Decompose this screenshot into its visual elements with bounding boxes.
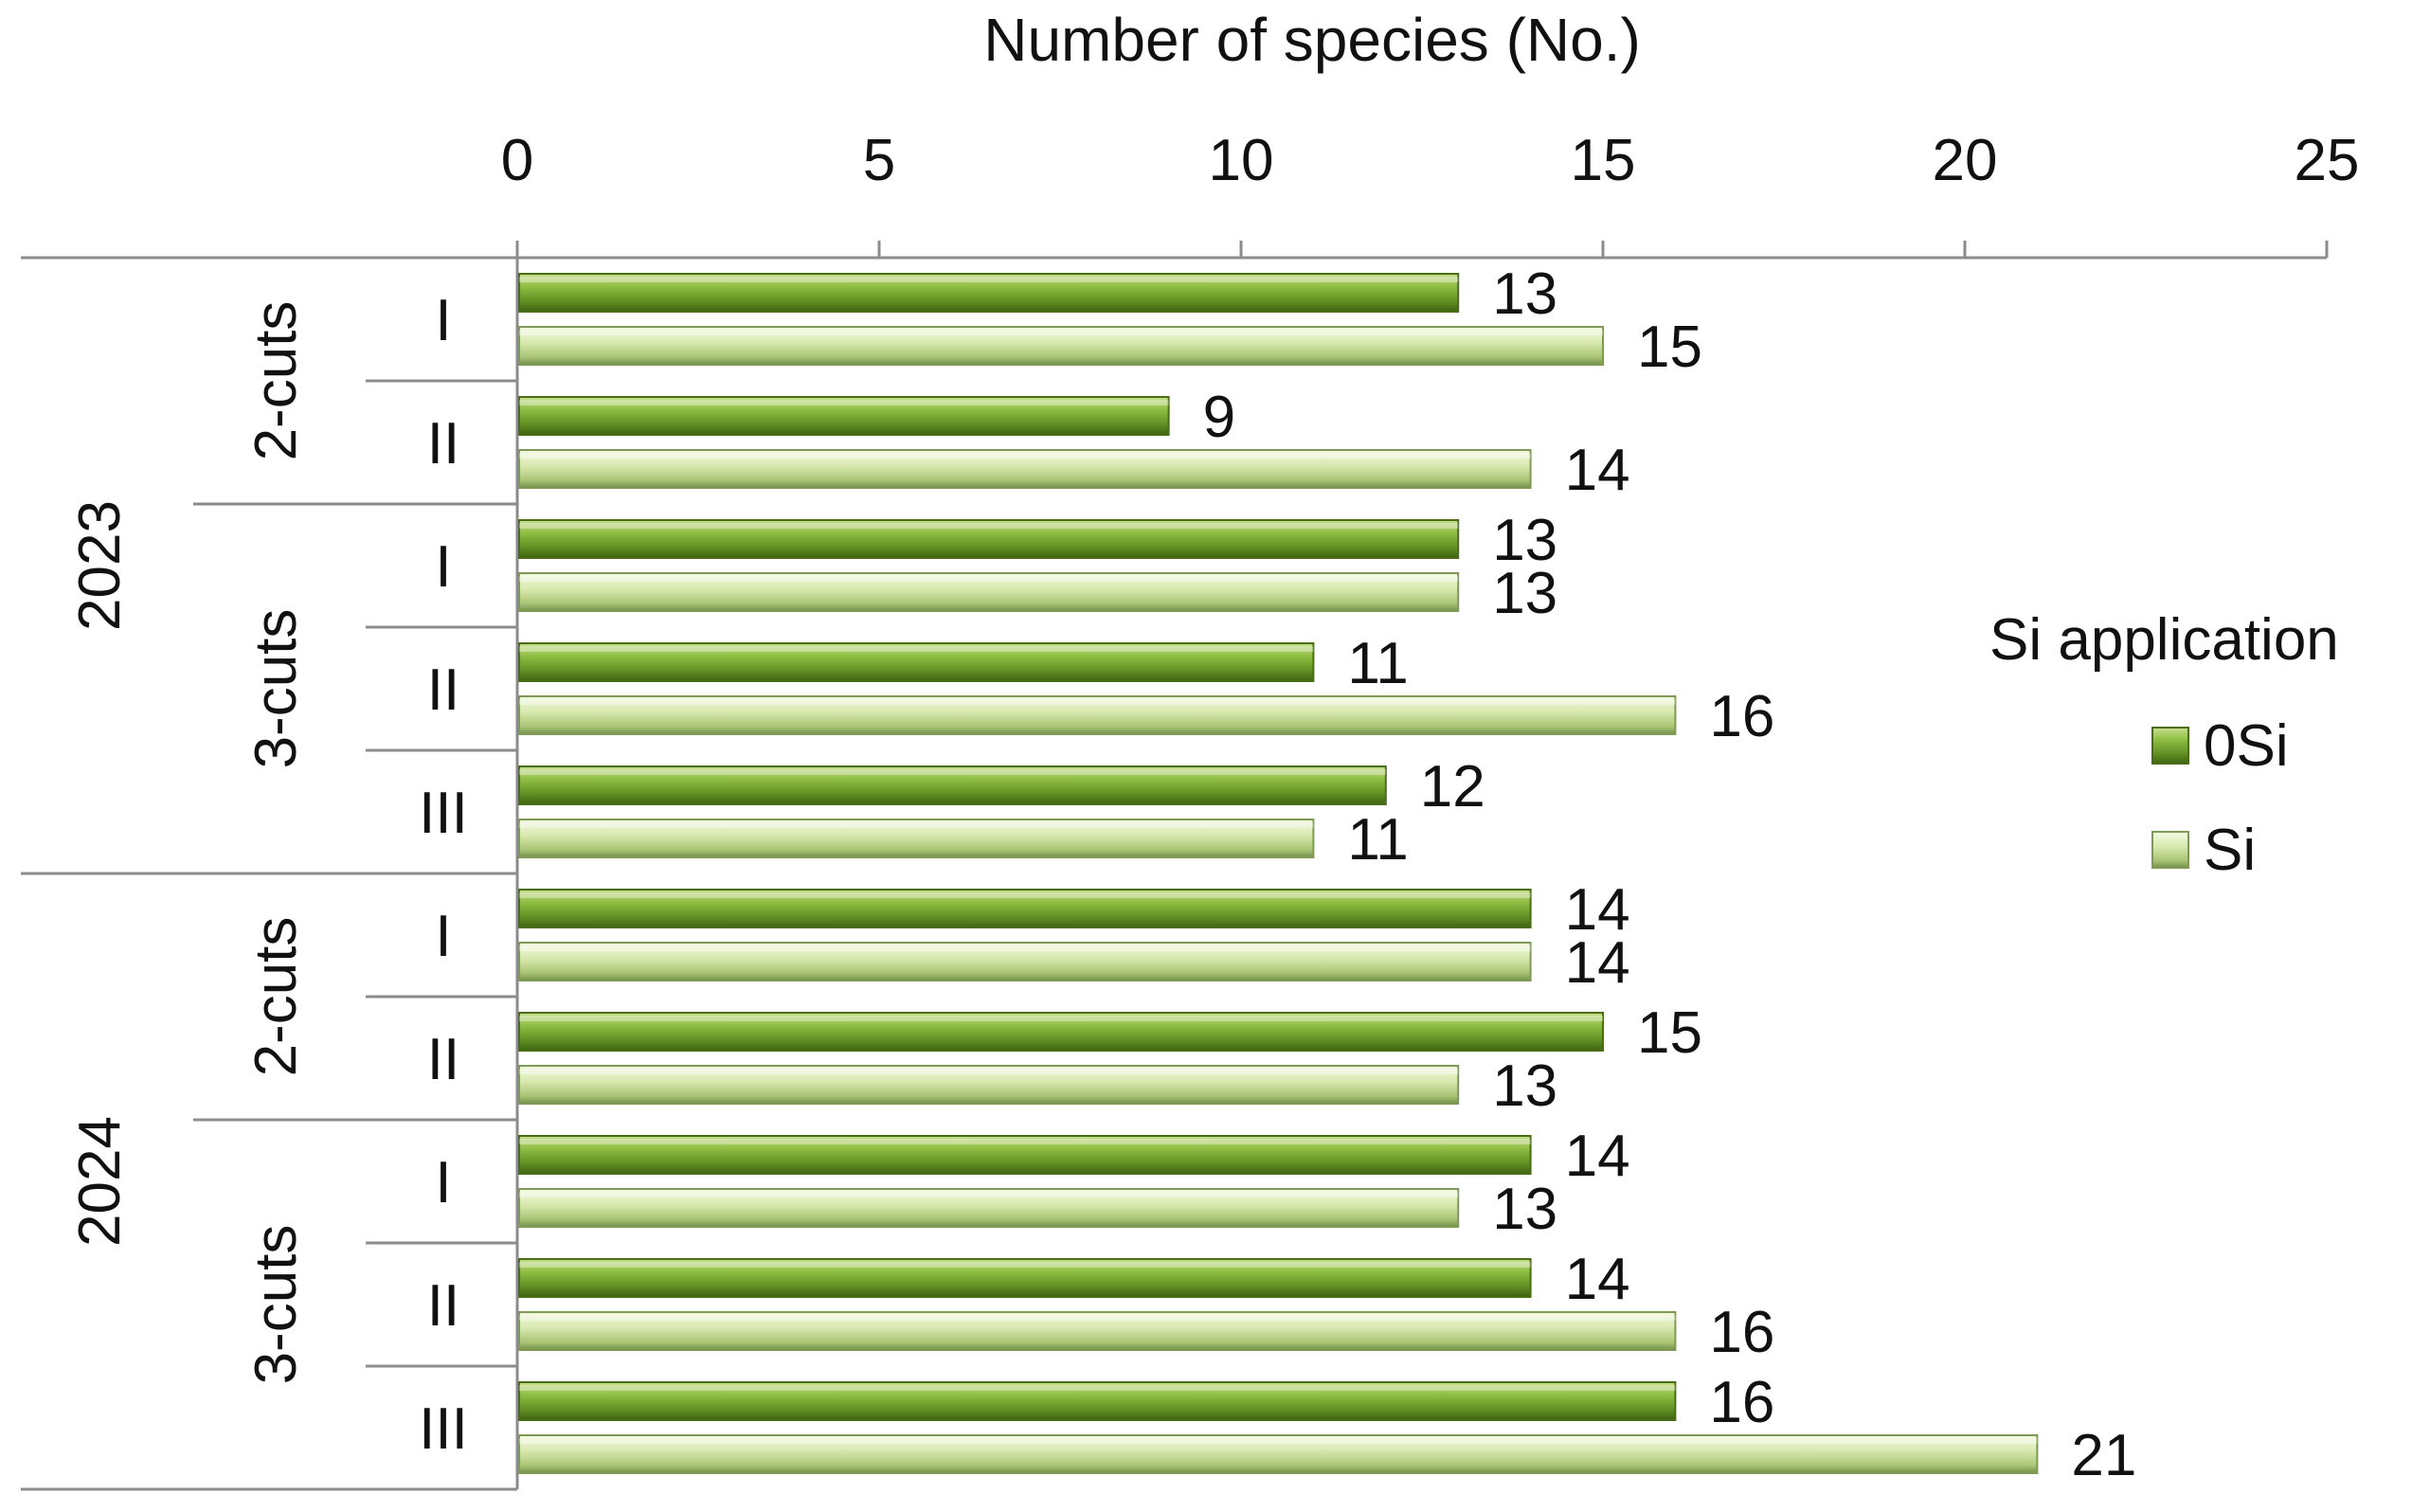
data-label: 16 (1709, 1300, 1774, 1365)
category-label: III (419, 1396, 468, 1462)
bar-highlight (519, 523, 1459, 529)
legend: Si application 0Si Si (1989, 607, 2339, 883)
data-label: 11 (1347, 631, 1408, 696)
data-label: 11 (1347, 807, 1408, 873)
data-label: 14 (1565, 1124, 1630, 1189)
data-label: 13 (1492, 1177, 1557, 1242)
bar-highlight (519, 646, 1314, 652)
bar-highlight (519, 277, 1459, 282)
bar-si (518, 1434, 2039, 1474)
bar-0si (518, 396, 1170, 436)
data-label: 16 (1709, 684, 1774, 749)
bar-0si (518, 519, 1460, 559)
data-label: 13 (1492, 261, 1557, 327)
category-label: I (435, 288, 451, 353)
bar-si (518, 1065, 1460, 1105)
bar-0si (518, 1012, 1604, 1052)
bar-highlight (519, 1315, 1676, 1321)
category-label: I (435, 1150, 451, 1215)
bar-si (518, 1311, 1677, 1351)
bar-si (518, 572, 1460, 612)
data-label: 9 (1203, 385, 1235, 450)
category-label: I (435, 534, 451, 600)
data-label: 14 (1565, 877, 1630, 943)
bar-si (518, 1188, 1460, 1228)
year-label: 2023 (67, 500, 133, 631)
bar-si (518, 819, 1315, 858)
bar-highlight (519, 699, 1676, 705)
bar-highlight (519, 576, 1459, 582)
data-label: 13 (1492, 508, 1557, 573)
group-label: 3-cuts (243, 609, 309, 769)
category-label: II (427, 411, 459, 477)
bar-0si (518, 1258, 1532, 1298)
x-axis-title: Number of species (No.) (983, 6, 1641, 74)
bar-0si (518, 1135, 1532, 1175)
bar-highlight (519, 892, 1531, 898)
bar-si (518, 326, 1604, 366)
data-label: 21 (2071, 1423, 2136, 1488)
bar-highlight (519, 1192, 1459, 1197)
bars (518, 273, 2039, 1474)
bar-0si (518, 273, 1460, 313)
legend-swatch-0si (2151, 727, 2189, 765)
bar-highlight (519, 453, 1531, 459)
legend-label-si: Si (2204, 818, 2256, 883)
bar-highlight (519, 1262, 1531, 1268)
bar-si (518, 942, 1532, 981)
category-label: II (427, 657, 459, 723)
data-label: 14 (1565, 930, 1630, 996)
category-label: II (427, 1273, 459, 1339)
data-label: 16 (1709, 1370, 1774, 1435)
x-tick-label: 5 (863, 128, 895, 193)
group-label: 2-cuts (243, 917, 309, 1077)
data-label: 15 (1637, 315, 1702, 380)
category-label: I (435, 904, 451, 969)
bar-0si (518, 765, 1387, 805)
bar-highlight (519, 1385, 1676, 1391)
bar-highlight (519, 1139, 1531, 1144)
bar-highlight (519, 330, 1603, 335)
data-label: 12 (1420, 754, 1485, 819)
bar-highlight (519, 1438, 2038, 1444)
x-tick-label: 0 (501, 128, 533, 193)
x-tick-label: 25 (2295, 128, 2360, 193)
data-label: 15 (1637, 1000, 1702, 1066)
x-tick-label: 10 (1209, 128, 1274, 193)
legend-label-0si: 0Si (2204, 713, 2289, 779)
legend-swatch-si (2151, 831, 2189, 869)
bar-highlight (519, 1016, 1603, 1021)
data-label: 14 (1565, 438, 1630, 503)
bar-highlight (519, 822, 1314, 828)
data-label: 13 (1492, 1053, 1557, 1119)
bar-0si (518, 889, 1532, 928)
category-label: II (427, 1027, 459, 1092)
group-label: 2-cuts (243, 301, 309, 461)
bar-highlight (519, 769, 1386, 775)
category-label: III (419, 781, 468, 846)
bar-highlight (519, 945, 1531, 951)
bar-0si (518, 1381, 1677, 1421)
year-label: 2024 (67, 1116, 133, 1247)
bar-highlight (519, 1069, 1459, 1074)
bar-si (518, 695, 1677, 735)
bar-highlight (519, 400, 1169, 405)
data-label: 13 (1492, 561, 1557, 626)
data-label: 14 (1565, 1247, 1630, 1312)
group-label: 3-cuts (243, 1225, 309, 1385)
legend-title: Si application (1989, 607, 2339, 673)
x-tick-label: 20 (1933, 128, 1998, 193)
x-axis-ticks: 0 5 10 15 20 25 (501, 128, 2360, 258)
category-labels: IIIIIIIIIIIIIIIIII2-cuts3-cuts2-cuts3-cu… (67, 288, 468, 1462)
x-tick-label: 15 (1571, 128, 1636, 193)
bar-si (518, 449, 1532, 489)
bar-0si (518, 642, 1315, 682)
axis-structure (21, 256, 2327, 1491)
